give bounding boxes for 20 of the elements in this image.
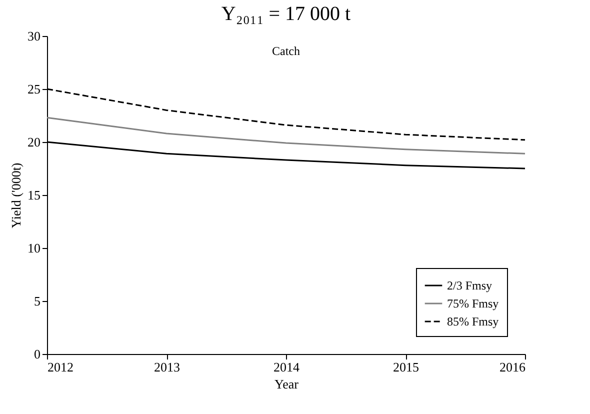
x-tick-label: 2016 — [500, 360, 526, 374]
x-tick-label: 2013 — [154, 360, 180, 374]
y-tick-label: 20 — [28, 134, 40, 150]
y-axis-title: Yield ('000t) — [8, 162, 24, 228]
y-tick-label: 10 — [28, 240, 40, 256]
line-series — [46, 116, 526, 154]
y-tick-label: 0 — [34, 346, 40, 362]
y-tick-label: 15 — [28, 188, 40, 202]
y-tick-label: 5 — [34, 294, 40, 308]
y-tick-label: 30 — [28, 28, 40, 44]
y-tick-label: 25 — [28, 82, 40, 96]
chart-title: Y₂₀₁₁ = 17 000 t — [221, 3, 352, 25]
x-tick-label: 2012 — [48, 360, 74, 374]
x-tick-label: 2015 — [393, 360, 419, 374]
legend-label: 75% Fmsy — [447, 296, 499, 310]
legend-label: 2/3 Fmsy — [447, 278, 492, 292]
annotation: Catch — [272, 44, 300, 58]
legend-label: 85% Fmsy — [447, 314, 499, 328]
x-tick-label: 2014 — [274, 360, 300, 374]
x-axis-title: Year — [274, 376, 300, 392]
